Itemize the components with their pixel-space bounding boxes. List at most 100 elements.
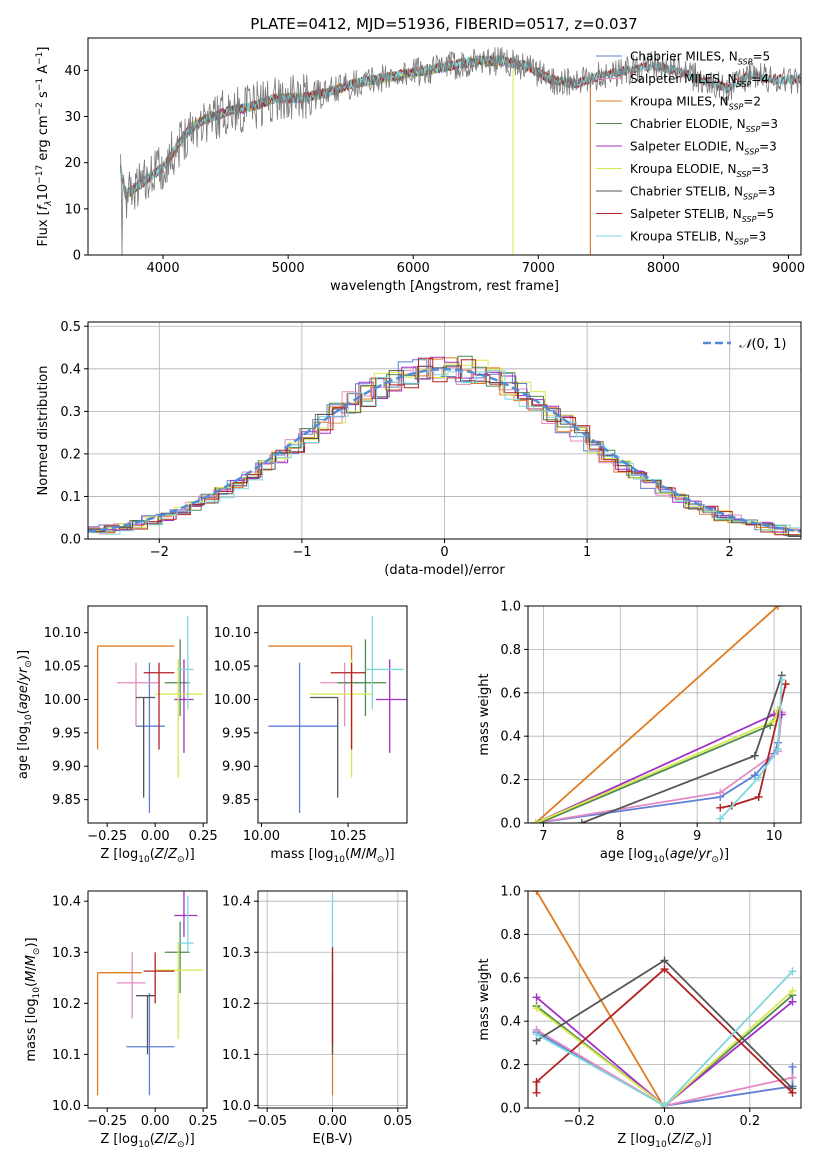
mass-weight-marker: [788, 1062, 797, 1071]
legend-entry-part: =3: [751, 162, 769, 176]
legend-entry-part: Chabrier ELODIE, N: [630, 117, 746, 131]
y-axis-label-part: A: [36, 65, 51, 78]
legend-entry: Kroupa STELIB, NSSP=3: [630, 230, 766, 247]
x-tick-label: 0: [440, 545, 448, 560]
y-axis-label-part: s: [36, 91, 51, 102]
y-axis-label-part: /: [24, 966, 39, 971]
mass-weight-marker: [577, 819, 586, 823]
y-tick-label: 10.1: [52, 1048, 81, 1063]
y-axis-label-part: Normed distribution: [36, 366, 51, 496]
x-axis-label-part: ⊙: [711, 855, 719, 865]
legend-entry: Salpeter STELIB, NSSP=5: [630, 207, 774, 224]
plot-area: [532, 891, 797, 1108]
x-axis-label-part: yr: [697, 847, 713, 862]
x-axis-label-part: (: [345, 847, 350, 862]
mass-weight-line: [720, 683, 787, 809]
y-axis-label-part: 10: [36, 184, 51, 201]
age-vs-metallicity-panel: −0.25 0.00 0.25 9.85 9.90 9.95 10.00 10.05 10.10…: [16, 605, 218, 865]
x-tick-label: 0.05: [383, 1114, 412, 1129]
plot-area: [88, 355, 801, 537]
x-axis-label-part: ⊙: [377, 855, 385, 865]
x-axis-label-part: )]: [384, 847, 394, 862]
y-tick-label: 0.4: [60, 362, 81, 377]
axes-frame: [87, 605, 208, 824]
y-tick-label: 0.0: [60, 533, 81, 548]
x-axis-label-part: )]: [185, 847, 195, 862]
x-tick-label: 6000: [397, 261, 430, 276]
y-axis-label: age [log10(age/yr⊙)]: [16, 650, 34, 779]
x-axis-label-part: (: [150, 1132, 155, 1147]
y-tick-label: 20: [64, 156, 81, 171]
x-axis-label: mass [log10(M/M⊙)]: [270, 847, 394, 865]
y-tick-label: 30: [64, 110, 81, 125]
x-tick-label: −0.25: [87, 829, 127, 844]
y-tick-label: 10.4: [52, 895, 81, 910]
legend-entry-part: =3: [759, 140, 777, 154]
mass-weight-marker: [788, 1073, 797, 1082]
y-axis-label-part: erg cm: [36, 115, 51, 164]
x-tick-label: 0.25: [189, 1114, 218, 1129]
legend-entry-part: Chabrier STELIB, N: [630, 185, 743, 199]
x-tick-label: 10: [766, 829, 783, 844]
plot-area: [96, 891, 204, 1096]
x-axis-label-part: Z: [167, 847, 178, 862]
legend-entry-part: Salpeter MILES, N: [630, 72, 737, 86]
y-axis-label-part: /: [16, 680, 31, 685]
y-tick-label: 0.0: [500, 1102, 521, 1117]
mass-weight-line: [535, 712, 783, 823]
y-tick-label: 9.85: [52, 793, 81, 808]
x-axis-label: Z [log10(Z/Z⊙)]: [100, 847, 194, 865]
x-tick-label: 10.25: [329, 829, 366, 844]
axes-frame: [257, 605, 408, 824]
x-axis-label-part: ⊙: [177, 1140, 185, 1150]
y-tick-label: 10.2: [222, 997, 251, 1012]
mass-weight-marker: [777, 675, 786, 684]
axes-frame: [527, 605, 802, 824]
y-axis-label-part: −2: [35, 102, 45, 115]
y-axis-label-part: ]: [36, 47, 51, 52]
y-tick-label: 9.95: [222, 726, 251, 741]
y-axis-label-part: 10: [32, 987, 42, 999]
x-tick-label: 4000: [147, 261, 180, 276]
x-tick-label: 0.00: [318, 1114, 347, 1129]
legend-entry-part: Salpeter ELODIE, N: [630, 140, 744, 154]
mass-weight-marker: [532, 1088, 541, 1097]
y-tick-label: 0.4: [500, 730, 521, 745]
mass-weight-marker: [773, 606, 782, 610]
x-axis-label-part: Z [log: [100, 1132, 138, 1147]
mass-weight-marker: [531, 819, 540, 823]
y-axis-label-part: M: [24, 971, 39, 982]
x-axis-label-part: 10: [653, 855, 665, 865]
x-axis-label-part: /: [681, 1132, 686, 1147]
x-axis-label-part: /: [361, 847, 366, 862]
legend-entry-part: Chabrier MILES, N: [630, 50, 738, 64]
x-tick-label: 0.25: [189, 829, 218, 844]
x-tick-label: 0.00: [141, 1114, 170, 1129]
legend-entry-part: SSP: [743, 193, 758, 202]
x-axis-label: wavelength [Angstrom, rest frame]: [330, 279, 559, 294]
y-axis-label-part: (: [24, 982, 39, 987]
y-tick-label: 0.5: [60, 320, 81, 335]
y-axis-label-part: 10: [24, 714, 34, 726]
x-axis-label: Z [log10(Z/Z⊙)]: [617, 1132, 711, 1150]
x-tick-label: −1: [292, 545, 311, 560]
legend-entry-part: SSP: [737, 80, 752, 89]
legend-entry: Kroupa MILES, NSSP=2: [630, 95, 761, 112]
figure-title: PLATE=0412, MJD=51936, FIBERID=0517, z=0…: [250, 15, 637, 33]
mass-weight-marker: [716, 788, 725, 797]
x-tick-label: −2: [150, 545, 169, 560]
x-axis-label-part: Z [log: [617, 1132, 655, 1147]
y-axis-label: mass [log10(M/M⊙)]: [24, 937, 42, 1061]
legend-entry-part: =3: [749, 230, 767, 244]
y-tick-label: 0.1: [60, 490, 81, 505]
y-axis-label: Normed distribution: [36, 366, 51, 496]
x-axis-label-part: Z: [684, 1132, 695, 1147]
y-tick-label: 10: [64, 202, 81, 217]
x-tick-label: 7000: [522, 261, 555, 276]
y-axis-label: mass weight: [477, 958, 492, 1040]
legend-entry-part: SSP: [744, 148, 759, 157]
y-axis-label-part: age [log: [16, 726, 31, 779]
mass-weight-marker: [660, 965, 669, 974]
y-axis-label-part: mass [log: [24, 998, 39, 1061]
